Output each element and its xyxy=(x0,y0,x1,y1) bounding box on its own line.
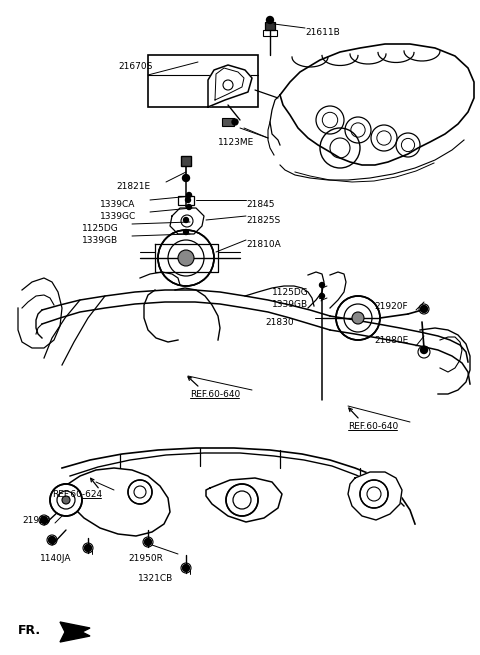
Text: 1321CB: 1321CB xyxy=(138,574,173,583)
Circle shape xyxy=(182,565,190,572)
Bar xyxy=(222,118,234,126)
Circle shape xyxy=(50,484,82,516)
Circle shape xyxy=(144,538,152,546)
Circle shape xyxy=(352,312,364,324)
Circle shape xyxy=(183,217,189,223)
Circle shape xyxy=(320,282,324,288)
Text: 21845: 21845 xyxy=(246,200,275,209)
Circle shape xyxy=(183,229,189,234)
Circle shape xyxy=(360,480,388,508)
Polygon shape xyxy=(348,472,402,520)
Text: 21825S: 21825S xyxy=(246,216,280,225)
Polygon shape xyxy=(60,622,90,642)
Circle shape xyxy=(84,544,92,552)
Circle shape xyxy=(187,193,192,198)
Text: 1123ME: 1123ME xyxy=(218,138,254,147)
Text: 1339GB: 1339GB xyxy=(272,300,308,309)
Circle shape xyxy=(266,16,274,24)
Circle shape xyxy=(420,346,428,354)
Bar xyxy=(178,196,194,205)
Text: 1125DG: 1125DG xyxy=(82,224,119,233)
Text: 21611B: 21611B xyxy=(305,28,340,37)
Circle shape xyxy=(62,496,70,504)
Circle shape xyxy=(182,174,190,181)
Circle shape xyxy=(48,536,56,544)
Circle shape xyxy=(40,517,48,523)
Circle shape xyxy=(187,204,192,210)
Circle shape xyxy=(178,250,194,266)
Text: 1125DG: 1125DG xyxy=(272,288,309,297)
Polygon shape xyxy=(170,208,204,234)
Text: 21950R: 21950R xyxy=(128,554,163,563)
Bar xyxy=(265,22,275,30)
Text: 21810A: 21810A xyxy=(246,240,281,249)
Text: FR.: FR. xyxy=(18,624,41,637)
Text: 21920: 21920 xyxy=(22,516,50,525)
Text: 1339GB: 1339GB xyxy=(82,236,118,245)
Circle shape xyxy=(320,293,324,299)
Text: 21830: 21830 xyxy=(265,318,294,327)
Text: 1339CA: 1339CA xyxy=(100,200,135,209)
Polygon shape xyxy=(62,468,170,536)
Circle shape xyxy=(158,230,214,286)
Bar xyxy=(263,30,277,36)
Text: REF.60-640: REF.60-640 xyxy=(348,422,398,431)
Polygon shape xyxy=(208,65,252,107)
Polygon shape xyxy=(206,478,282,522)
Circle shape xyxy=(232,119,238,125)
Circle shape xyxy=(420,305,428,312)
Bar xyxy=(148,55,258,107)
Text: 21880E: 21880E xyxy=(374,336,408,345)
Text: 21920F: 21920F xyxy=(374,302,408,311)
Text: 1140JA: 1140JA xyxy=(40,554,72,563)
Text: REF.60-640: REF.60-640 xyxy=(190,390,240,399)
Bar xyxy=(181,156,191,166)
Circle shape xyxy=(185,198,191,202)
Text: 21821E: 21821E xyxy=(116,182,150,191)
Circle shape xyxy=(336,296,380,340)
Circle shape xyxy=(226,484,258,516)
Circle shape xyxy=(128,480,152,504)
Text: REF.60-624: REF.60-624 xyxy=(52,490,102,499)
Text: 21670S: 21670S xyxy=(118,62,152,71)
Text: 1339GC: 1339GC xyxy=(100,212,136,221)
Polygon shape xyxy=(155,244,218,272)
